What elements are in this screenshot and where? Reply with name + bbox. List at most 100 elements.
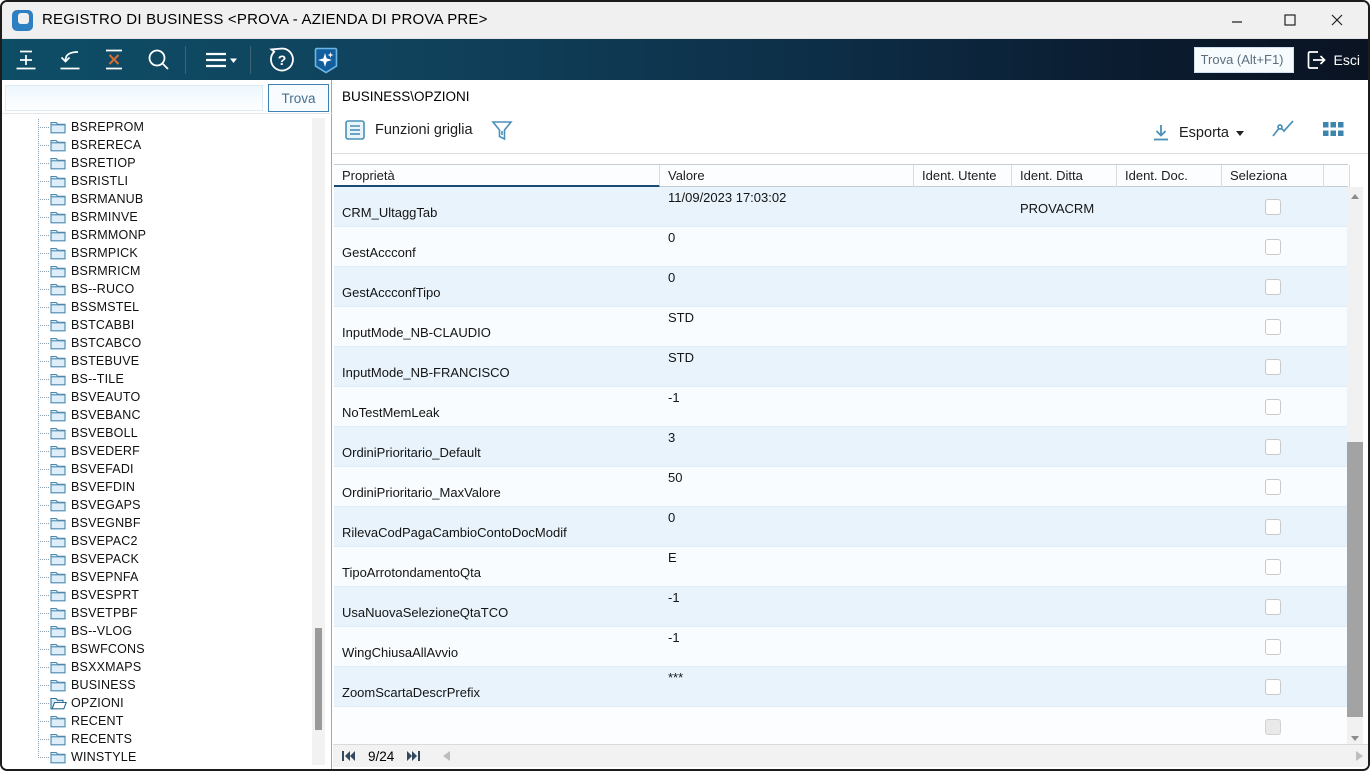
tree-item-bsvetpbf[interactable]: BSVETPBF — [2, 604, 309, 622]
table-row[interactable]: InputMode_NB-FRANCISCOSTD — [334, 347, 1348, 387]
row-select-checkbox[interactable] — [1265, 439, 1281, 455]
grid-scrollbar-thumb[interactable] — [1347, 442, 1363, 717]
column-header-seleziona[interactable]: Seleziona — [1222, 165, 1324, 188]
tree-item-bsrereca[interactable]: BSRERECA — [2, 136, 309, 154]
tree-item-bstcabbi[interactable]: BSTCABBI — [2, 316, 309, 334]
table-row[interactable]: NoTestMemLeak-1 — [334, 387, 1348, 427]
tree-item-bssmstel[interactable]: BSSMSTEL — [2, 298, 309, 316]
tree-item-bs--vlog[interactable]: BS--VLOG — [2, 622, 309, 640]
row-select-checkbox[interactable] — [1265, 279, 1281, 295]
column-header-ident_doc[interactable]: Ident. Doc. — [1117, 165, 1222, 188]
chart-button[interactable] — [1270, 118, 1296, 147]
scroll-left-icon[interactable] — [443, 751, 450, 761]
grid-layout-button[interactable] — [1322, 121, 1344, 144]
sidebar-find-button[interactable]: Trova — [268, 84, 329, 112]
tree-item-bsvebanc[interactable]: BSVEBANC — [2, 406, 309, 424]
row-select-checkbox[interactable] — [1265, 599, 1281, 615]
close-button[interactable] — [1314, 2, 1360, 38]
tree-item-bsvefdin[interactable]: BSVEFDIN — [2, 478, 309, 496]
tree-item-bsrmricm[interactable]: BSRMRICM — [2, 262, 309, 280]
row-select-checkbox[interactable] — [1265, 359, 1281, 375]
undo-button[interactable] — [50, 43, 90, 77]
tree-item-bsveauto[interactable]: BSVEAUTO — [2, 388, 309, 406]
sidebar-search-input[interactable] — [5, 85, 263, 111]
table-row[interactable]: GestAccconfTipo0 — [334, 267, 1348, 307]
search-button[interactable] — [138, 43, 178, 77]
column-header-filler[interactable] — [1324, 165, 1350, 188]
table-row[interactable]: WingChiusaAllAvvio-1 — [334, 627, 1348, 667]
tree-item-bswfcons[interactable]: BSWFCONS — [2, 640, 309, 658]
tree-item-bsrmanub[interactable]: BSRMANUB — [2, 190, 309, 208]
tree-item-bsvepack[interactable]: BSVEPACK — [2, 550, 309, 568]
row-select-checkbox[interactable] — [1265, 519, 1281, 535]
tree-item-bsvegnbf[interactable]: BSVEGNBF — [2, 514, 309, 532]
tree-item-bsvepnfa[interactable]: BSVEPNFA — [2, 568, 309, 586]
column-header-valore[interactable]: Valore — [660, 165, 914, 188]
tree-item-bsvefadi[interactable]: BSVEFADI — [2, 460, 309, 478]
insert-record-button[interactable] — [6, 43, 46, 77]
tree-item-bstcabco[interactable]: BSTCABCO — [2, 334, 309, 352]
minimize-button[interactable] — [1214, 2, 1260, 38]
tree-item-winstyle[interactable]: WINSTYLE — [2, 748, 309, 766]
tree-item-bsvepac2[interactable]: BSVEPAC2 — [2, 532, 309, 550]
scroll-down-button[interactable] — [1347, 731, 1363, 745]
row-select-checkbox[interactable] — [1265, 679, 1281, 695]
ai-assistant-button[interactable] — [306, 43, 346, 77]
tree-item-bs--ruco[interactable]: BS--RUCO — [2, 280, 309, 298]
table-row[interactable]: OrdiniPrioritario_Default3 — [334, 427, 1348, 467]
tree-item-bsvesprt[interactable]: BSVESPRT — [2, 586, 309, 604]
column-header-proprieta[interactable]: Proprietà — [334, 165, 660, 188]
properties-grid: ProprietàValoreIdent. UtenteIdent. Ditta… — [334, 164, 1348, 747]
table-row[interactable]: InputMode_NB-CLAUDIOSTD — [334, 307, 1348, 347]
row-select-checkbox[interactable] — [1265, 479, 1281, 495]
tree-item-recent[interactable]: RECENT — [2, 712, 309, 730]
menu-button[interactable] — [197, 43, 243, 77]
tree-item-bs--tile[interactable]: BS--TILE — [2, 370, 309, 388]
table-row[interactable]: OrdiniPrioritario_MaxValore50 — [334, 467, 1348, 507]
tree-item-recents[interactable]: RECENTS — [2, 730, 309, 748]
grid-scrollbar[interactable] — [1347, 187, 1363, 747]
scroll-up-button[interactable] — [1347, 189, 1363, 203]
row-select-checkbox[interactable] — [1265, 399, 1281, 415]
exit-button[interactable]: Esci — [1304, 48, 1360, 72]
table-row[interactable]: RilevaCodPagaCambioContoDocModif0 — [334, 507, 1348, 547]
tree-item-business[interactable]: BUSINESS — [2, 676, 309, 694]
tree-item-bsvederf[interactable]: BSVEDERF — [2, 442, 309, 460]
tree-item-opzioni[interactable]: OPZIONI — [2, 694, 309, 712]
filter-button[interactable] — [491, 119, 513, 148]
tree-item-bsrmpick[interactable]: BSRMPICK — [2, 244, 309, 262]
maximize-button[interactable] — [1267, 2, 1313, 38]
table-row[interactable]: ZoomScartaDescrPrefix*** — [334, 667, 1348, 707]
last-record-button[interactable] — [406, 750, 421, 762]
tree-scrollbar-thumb[interactable] — [315, 628, 322, 730]
column-header-ident_utente[interactable]: Ident. Utente — [914, 165, 1012, 188]
tree-item-bstebuve[interactable]: BSTEBUVE — [2, 352, 309, 370]
tree-item-bsxxmaps[interactable]: BSXXMAPS — [2, 658, 309, 676]
tree-item-bsristli[interactable]: BSRISTLI — [2, 172, 309, 190]
cell-ident-utente — [914, 347, 1012, 387]
row-select-checkbox[interactable] — [1265, 639, 1281, 655]
tree-scrollbar[interactable] — [312, 118, 325, 765]
row-select-checkbox[interactable] — [1265, 239, 1281, 255]
tree-item-bsveboll[interactable]: BSVEBOLL — [2, 424, 309, 442]
tree-item-bsretiop[interactable]: BSRETIOP — [2, 154, 309, 172]
scroll-right-icon[interactable] — [1356, 751, 1363, 761]
table-row[interactable]: GestAccconf0 — [334, 227, 1348, 267]
column-header-ident_ditta[interactable]: Ident. Ditta — [1012, 165, 1117, 188]
table-row[interactable]: UsaNuovaSelezioneQtaTCO-1 — [334, 587, 1348, 627]
help-button[interactable]: ? — [262, 43, 302, 77]
tree-item-bsrminve[interactable]: BSRMINVE — [2, 208, 309, 226]
grid-functions-button[interactable]: Funzioni griglia — [344, 119, 473, 141]
row-select-checkbox[interactable] — [1265, 199, 1281, 215]
export-button[interactable]: Esporta — [1150, 122, 1244, 144]
row-select-checkbox[interactable] — [1265, 319, 1281, 335]
delete-record-button[interactable] — [94, 43, 134, 77]
tree-item-bsvegaps[interactable]: BSVEGAPS — [2, 496, 309, 514]
table-row[interactable]: CRM_UltaggTab11/09/2023 17:03:02PROVACRM — [334, 187, 1348, 227]
first-record-button[interactable] — [341, 750, 356, 762]
tree-item-bsreprom[interactable]: BSREPROM — [2, 118, 309, 136]
find-input[interactable] — [1194, 47, 1294, 73]
table-row[interactable]: TipoArrotondamentoQtaE — [334, 547, 1348, 587]
tree-item-bsrmmonp[interactable]: BSRMMONP — [2, 226, 309, 244]
row-select-checkbox[interactable] — [1265, 559, 1281, 575]
